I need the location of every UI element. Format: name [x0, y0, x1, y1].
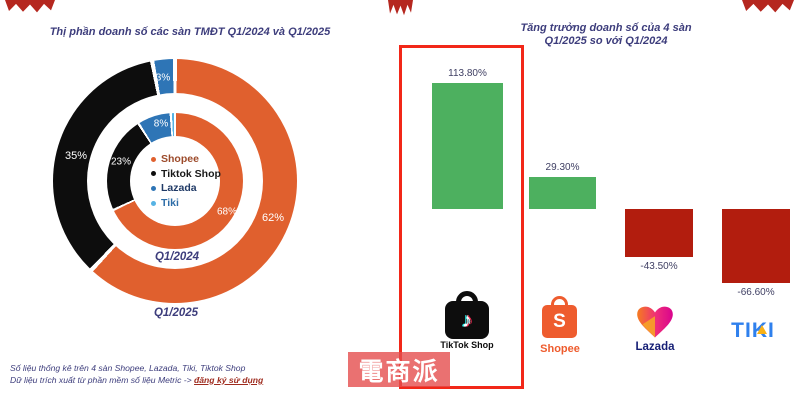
legend-label: Tiki	[161, 197, 179, 210]
legend-bullet	[151, 185, 156, 191]
legend-label: Lazada	[161, 182, 197, 195]
register-link[interactable]: đăng ký sử dụng	[194, 374, 264, 385]
footnote-line1: Số liệu thống kê trên 4 sàn Shopee, Laza…	[10, 363, 246, 373]
lazada-heart-icon	[637, 306, 673, 338]
donut-center-hole	[130, 136, 220, 226]
legend-label: Tiktok Shop	[161, 167, 221, 180]
tiktok-note-icon: ♪	[461, 309, 473, 332]
stamp-fragment-center	[388, 0, 413, 16]
growth-bar-label: -66.60%	[737, 286, 775, 298]
tiki-wordmark: TIKI	[731, 319, 775, 342]
growth-bar-label: -43.50%	[640, 261, 678, 273]
shopee-label: Shopee	[540, 343, 580, 355]
shopee-bag-icon	[542, 305, 577, 338]
outer-ring-year-label: Q1/2025	[153, 307, 199, 319]
lazada-label: Lazada	[635, 341, 675, 353]
slice-label-outer-shopee: 62%	[261, 212, 285, 224]
donut-chart-title: Thị phần doanh số các sàn TMĐT Q1/2024 v…	[49, 26, 331, 38]
legend-item: Shopee	[151, 152, 221, 167]
bar-chart-title-line1: Tăng trưởng doanh số của 4 sàn	[520, 22, 692, 34]
growth-bar-label: 29.30%	[545, 161, 580, 173]
footnote: Số liệu thống kê trên 4 sàn Shopee, Laza…	[10, 363, 263, 386]
tiktok-shop-label: TikTok Shop	[440, 340, 494, 350]
stamp-fragment-right	[742, 0, 794, 13]
bar-chart-title: Tăng trưởng doanh số của 4 sàn Q1/2025 s…	[491, 22, 721, 47]
donut-chart: 62% 35% 3% 68% 23% 8% Shopee Tiktok Shop…	[0, 0, 360, 340]
legend-label: Shopee	[161, 153, 199, 166]
legend-item: Tiki	[151, 196, 221, 211]
legend-item: Tiktok Shop	[151, 167, 221, 182]
growth-bar	[432, 83, 503, 209]
growth-bar	[722, 209, 790, 283]
slice-label-inner-lazada: 8%	[153, 118, 169, 130]
legend-item: Lazada	[151, 181, 221, 196]
slice-label-inner-tiktok: 23%	[110, 156, 132, 168]
growth-bar	[529, 176, 596, 209]
donut-legend: Shopee Tiktok Shop Lazada Tiki	[151, 152, 221, 210]
growth-bar-label: 113.80%	[448, 68, 487, 80]
slice-label-inner-shopee: 68%	[216, 206, 238, 218]
footnote-line2: Dữ liệu trích xuất từ phần mềm số liệu M…	[10, 374, 195, 385]
bar-chart-title-line2: Q1/2025 so với Q1/2024	[544, 34, 668, 47]
watermark-stamp: 電商派	[348, 352, 450, 387]
inner-ring-year-label: Q1/2024	[154, 251, 200, 263]
legend-bullet	[151, 156, 156, 162]
tiktok-bag-icon	[445, 301, 489, 339]
shopee-s-icon: S	[553, 311, 566, 332]
legend-bullet	[151, 171, 156, 177]
tiktok-highlight-box	[399, 45, 524, 389]
slice-label-outer-tiktok: 35%	[64, 150, 88, 162]
tiki-accent-icon	[757, 325, 767, 334]
legend-bullet	[151, 200, 156, 206]
slice-label-outer-lazada: 3%	[155, 72, 171, 84]
growth-bar	[625, 209, 693, 258]
